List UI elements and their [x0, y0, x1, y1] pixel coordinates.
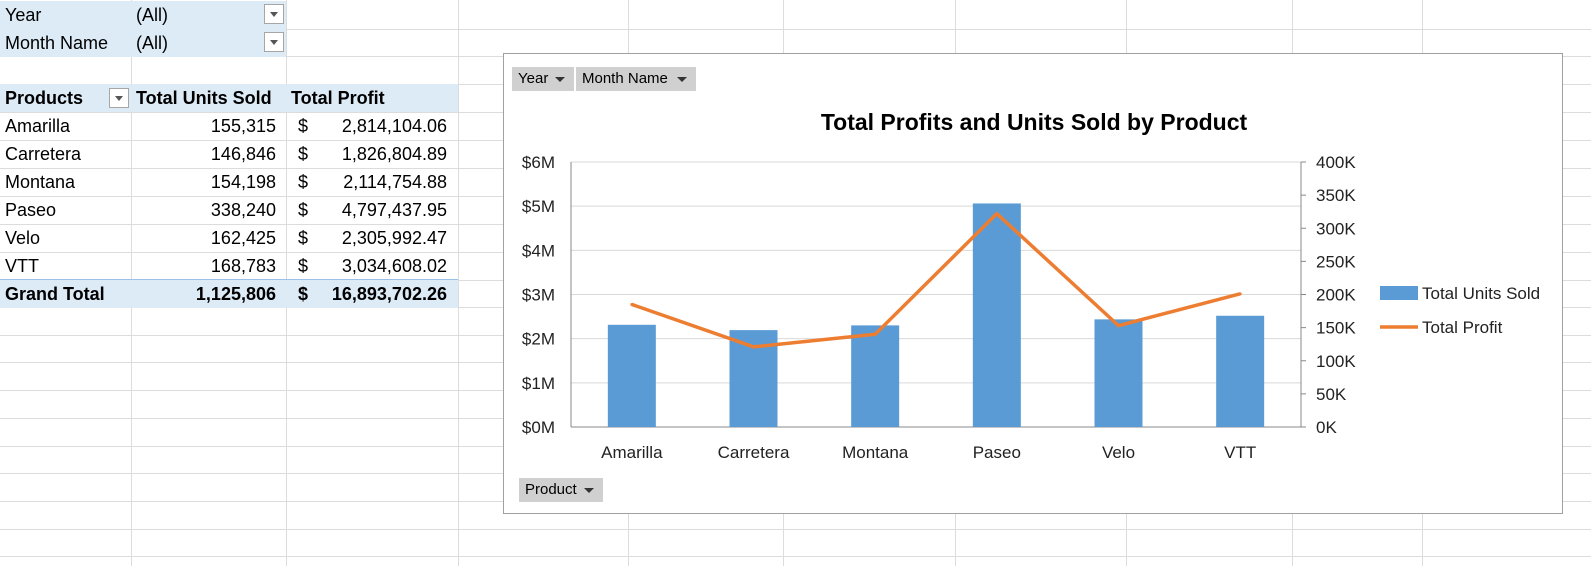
pivot-row-profit: 2,814,104.06 [341, 116, 447, 136]
y-right-tick-label: 0K [1316, 418, 1337, 437]
pivot-row-product: Montana [5, 172, 76, 192]
pivot-row-currency: $ [298, 144, 309, 164]
y-left-tick-label: $4M [522, 241, 555, 260]
products-sort-filter-button[interactable] [109, 88, 129, 108]
line-point [873, 332, 877, 336]
line-point [995, 212, 999, 216]
chart-title: Total Profits and Units Sold by Product [820, 109, 1248, 135]
y-right-tick-label: 350K [1316, 186, 1356, 205]
pivot-row-currency: $ [298, 172, 309, 192]
bar [607, 324, 656, 427]
y-right-tick-label: 50K [1316, 385, 1347, 404]
line-point [630, 302, 634, 306]
pivot-row-product: Amarilla [5, 116, 71, 136]
pivot-row-product: Paseo [5, 200, 57, 220]
y-left-tick-label: $6M [522, 153, 555, 172]
x-tick-label: Carretera [718, 443, 790, 462]
y-right-tick-label: 200K [1316, 286, 1356, 305]
bar [851, 325, 900, 427]
pivot-row-currency: $ [298, 256, 309, 276]
grand-total-row [0, 279, 458, 308]
y-left-tick-label: $2M [522, 330, 555, 349]
pivot-row-profit: 2,305,992.47 [341, 228, 447, 248]
y-left-tick-label: $3M [522, 286, 555, 305]
y-left-tick-label: $1M [522, 374, 555, 393]
grand-total-currency: $ [298, 284, 309, 304]
pivot-row-units: 155,315 [210, 116, 276, 136]
chart-field-button-year[interactable]: Year [512, 67, 574, 91]
pivot-row-units: 146,846 [210, 144, 276, 164]
y-right-tick-label: 250K [1316, 252, 1356, 271]
y-left-tick-label: $0M [522, 418, 555, 437]
x-tick-label: Amarilla [601, 443, 663, 462]
pivot-row-product: Velo [5, 228, 41, 248]
y-left-tick-label: $5M [522, 197, 555, 216]
y-right-tick-label: 100K [1316, 352, 1356, 371]
pivot-row-currency: $ [298, 228, 309, 248]
header-total-profit: Total Profit [291, 88, 385, 108]
bar [1094, 319, 1143, 427]
profit-line [631, 211, 1241, 349]
chart-field-button-product[interactable]: Product [519, 478, 603, 502]
bar [972, 203, 1021, 427]
x-tick-label: Velo [1102, 443, 1135, 462]
chart-field-button-month[interactable]: Month Name [576, 67, 696, 91]
pivot-row-profit: 4,797,437.95 [341, 200, 447, 220]
pivot-row-profit: 2,114,754.88 [343, 172, 447, 192]
filter-value-month: (All) [136, 33, 168, 53]
pivot-row-units: 168,783 [210, 256, 276, 276]
pivot-row-units: 338,240 [210, 200, 276, 220]
chart-plot: $0M $1M $2M $3M $4M $5M $6M 0K 50K 100K 150K 200K 25… [522, 153, 1540, 462]
pivot-row-product: VTT [5, 256, 39, 276]
x-tick-label: VTT [1224, 443, 1256, 462]
y-right-tick-label: 150K [1316, 319, 1356, 338]
grand-total-profit: 16,893,702.26 [331, 284, 447, 304]
pivot-row-currency: $ [298, 200, 309, 220]
bar [1216, 315, 1265, 427]
legend-swatch-units [1380, 286, 1418, 300]
header-products: Products [5, 88, 84, 108]
pivot-row-units: 154,198 [210, 172, 276, 192]
pivot-row-product: Carretera [5, 144, 82, 164]
line-point [1117, 324, 1120, 328]
pivot-chart[interactable]: Year Month Name Product Total Profits an… [503, 53, 1563, 514]
x-tick-label: Montana [842, 443, 909, 462]
legend-label-units: Total Units Sold [1422, 284, 1540, 303]
pivot-row-units: 162,425 [210, 228, 276, 248]
header-total-units-sold: Total Units Sold [136, 88, 272, 108]
filter-row-year [0, 1, 286, 29]
legend-label-profit: Total Profit [1422, 318, 1503, 337]
pivot-row-profit: 1,826,804.89 [341, 144, 447, 164]
filter-label-month: Month Name [5, 33, 109, 53]
line-point [752, 345, 755, 349]
y-right-tick-label: 300K [1316, 219, 1356, 238]
filter-row-month [0, 29, 286, 57]
pivot-header-row [0, 84, 458, 112]
line-point [1238, 292, 1242, 296]
x-tick-label: Paseo [973, 443, 1021, 462]
filter-value-year: (All) [136, 5, 168, 25]
pivot-row-currency: $ [298, 116, 309, 136]
grand-total-units: 1,125,806 [195, 284, 276, 304]
filter-dropdown-year[interactable] [264, 4, 284, 24]
y-right-tick-label: 400K [1316, 153, 1356, 172]
pivot-row-profit: 3,034,608.02 [341, 256, 447, 276]
grand-total-label: Grand Total [5, 284, 105, 304]
filter-label-year: Year [5, 5, 42, 25]
filter-dropdown-month[interactable] [264, 32, 284, 52]
